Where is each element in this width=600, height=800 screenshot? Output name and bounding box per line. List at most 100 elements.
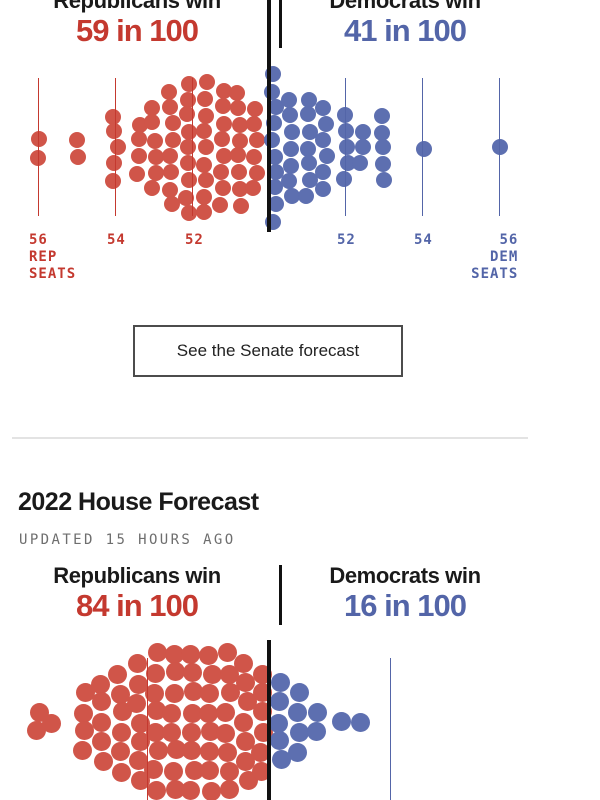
senate-republican-label: Republicans win	[53, 0, 221, 13]
simulation-dot	[126, 693, 146, 713]
simulation-dot	[184, 760, 204, 780]
simulation-dot	[72, 740, 92, 760]
simulation-dot	[248, 131, 265, 148]
simulation-dot	[375, 139, 392, 155]
simulation-dot	[144, 114, 161, 131]
simulation-dot	[197, 108, 214, 125]
simulation-dot	[161, 83, 178, 100]
simulation-dot	[283, 123, 300, 140]
simulation-dot	[198, 172, 215, 189]
simulation-dot	[90, 674, 110, 694]
senate-axis-tick-rep-52: 52	[185, 232, 204, 248]
simulation-dot	[144, 760, 164, 780]
simulation-dot	[146, 780, 166, 800]
simulation-dot	[132, 116, 149, 133]
simulation-dot	[109, 138, 126, 155]
simulation-dot	[92, 731, 111, 751]
simulation-dot	[130, 732, 150, 752]
simulation-dot	[181, 781, 201, 800]
simulation-dot	[166, 740, 186, 760]
simulation-dot	[288, 742, 308, 762]
simulation-dot	[300, 106, 317, 123]
axis-gridline	[147, 658, 148, 800]
simulation-dot	[213, 130, 230, 147]
house-odds-divider	[279, 565, 282, 625]
simulation-dot	[111, 723, 131, 743]
senate-dot-chart[interactable]	[0, 0, 600, 232]
simulation-dot	[351, 154, 368, 171]
simulation-dot	[315, 180, 332, 197]
simulation-dot	[182, 703, 202, 723]
simulation-dot	[219, 665, 239, 685]
house-forecast-section: Republicans win 84 in 100 Democrats win …	[0, 563, 600, 625]
simulation-dot	[195, 122, 212, 139]
simulation-dot	[300, 92, 317, 109]
simulation-dot	[181, 722, 201, 742]
simulation-dot	[339, 155, 356, 172]
simulation-dot	[201, 782, 221, 800]
simulation-dot	[131, 130, 148, 147]
simulation-dot	[163, 761, 183, 781]
simulation-dot	[162, 181, 178, 198]
simulation-dot	[280, 172, 297, 189]
simulation-dot	[219, 762, 239, 782]
senate-axis-label-dem-line2: SEATS	[471, 266, 519, 282]
simulation-dot	[199, 703, 218, 723]
simulation-dot	[164, 132, 181, 149]
simulation-dot	[220, 779, 240, 799]
house-republican-label: Republicans win	[53, 563, 221, 588]
simulation-dot	[203, 665, 222, 685]
simulation-dot	[271, 750, 291, 770]
simulation-dot	[199, 645, 219, 665]
simulation-dot	[26, 720, 46, 740]
majority-threshold-line	[267, 0, 271, 232]
simulation-dot	[302, 123, 318, 140]
simulation-dot	[42, 713, 62, 733]
simulation-dot	[229, 99, 246, 116]
axis-gridline	[345, 78, 346, 216]
senate-odds-divider	[279, 0, 282, 48]
simulation-dot	[350, 713, 370, 733]
simulation-dot	[74, 721, 94, 741]
see-senate-forecast-button[interactable]: See the Senate forecast	[133, 325, 403, 377]
senate-axis-tick-rep-54: 54	[107, 232, 126, 248]
simulation-dot	[245, 179, 262, 196]
simulation-dot	[215, 147, 232, 164]
simulation-dot	[179, 154, 196, 171]
simulation-dot	[375, 172, 392, 189]
simulation-dot	[235, 732, 255, 752]
simulation-dot	[184, 681, 204, 701]
house-dot-chart[interactable]	[0, 640, 600, 800]
simulation-dot	[355, 123, 371, 140]
house-republican-odds-value: 84 in 100	[76, 588, 199, 623]
simulation-dot	[92, 692, 111, 711]
simulation-dot	[199, 74, 216, 91]
senate-democrat-label: Democrats win	[329, 0, 481, 13]
axis-gridline	[422, 78, 423, 216]
simulation-dot	[247, 100, 263, 117]
simulation-dot	[301, 155, 318, 172]
simulation-dot	[250, 742, 270, 762]
simulation-dot	[73, 703, 93, 723]
senate-democrat-odds: Democrats win 41 in 100	[280, 0, 530, 48]
simulation-dot	[283, 187, 300, 204]
simulation-dot	[235, 751, 255, 771]
simulation-dot	[229, 147, 246, 164]
senate-axis-tick-dem-56: 56 DEM SEATS	[471, 232, 518, 283]
simulation-dot	[180, 205, 197, 222]
simulation-dot	[68, 132, 85, 148]
simulation-dot	[332, 711, 352, 731]
simulation-dot	[147, 701, 167, 721]
simulation-dot	[234, 713, 253, 733]
simulation-dot	[235, 672, 255, 692]
simulation-dot	[302, 171, 318, 188]
simulation-dot	[179, 91, 196, 108]
simulation-dot	[195, 204, 212, 221]
simulation-dot	[218, 643, 238, 662]
simulation-dot	[199, 683, 219, 703]
simulation-dot	[283, 141, 300, 158]
simulation-dot	[252, 683, 272, 703]
simulation-dot	[231, 164, 247, 180]
simulation-dot	[106, 154, 123, 171]
